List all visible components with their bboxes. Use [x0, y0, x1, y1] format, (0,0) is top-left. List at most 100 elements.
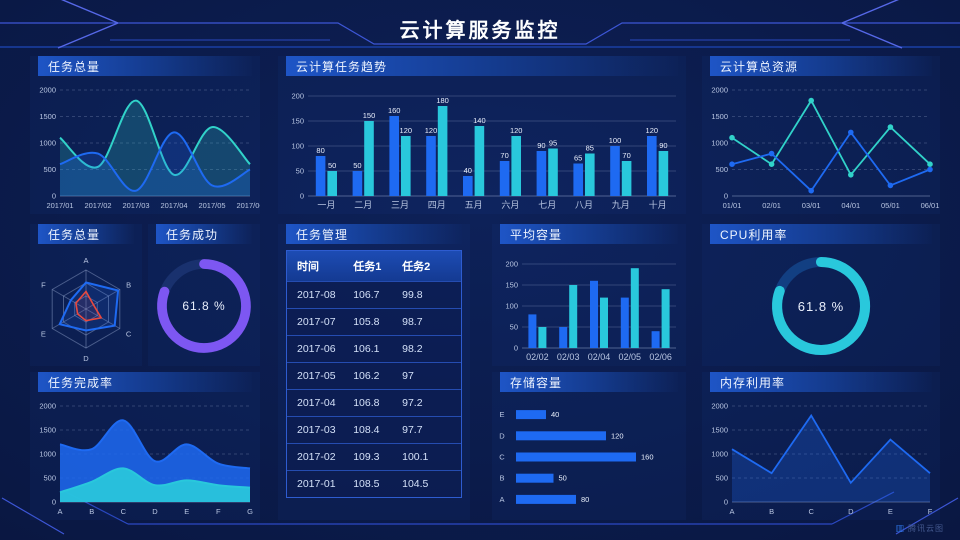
brand-watermark-text: 腾讯云图: [908, 524, 944, 533]
panel-title: 云计算总资源: [720, 59, 799, 74]
svg-text:D: D: [83, 354, 89, 363]
svg-text:70: 70: [622, 151, 630, 160]
table-cell: 98.7: [402, 316, 423, 328]
task-total-chart: 0 500 1000 1500 2000 2017/01 2017/02 2017/03 201…: [30, 80, 260, 212]
svg-text:02/05: 02/05: [619, 352, 642, 362]
panel-title: 平均容量: [510, 227, 563, 242]
svg-text:120: 120: [425, 126, 438, 135]
svg-text:A: A: [83, 256, 88, 265]
panel-header: 云计算总资源: [710, 56, 932, 76]
svg-text:06/01: 06/01: [921, 201, 940, 210]
svg-text:160: 160: [388, 106, 401, 115]
table-cell: 106.8: [353, 397, 380, 409]
table-header-cell: 任务2: [402, 261, 431, 273]
svg-text:85: 85: [586, 144, 594, 153]
table-cell: 2017-01: [297, 478, 336, 490]
svg-text:160: 160: [641, 453, 654, 462]
svg-text:六月: 六月: [501, 199, 519, 210]
svg-text:B: B: [126, 280, 131, 289]
svg-text:A: A: [499, 495, 504, 504]
svg-text:八月: 八月: [575, 200, 593, 210]
table-header-cell: 任务1: [353, 261, 382, 273]
svg-text:C: C: [126, 330, 132, 339]
svg-text:80: 80: [581, 495, 589, 504]
panel-cpu-usage: CPU利用率 61.8 %: [702, 224, 940, 366]
panel-storage-capacity: 存储容量 E 40 D 120 C 160 B 50 A 80: [492, 372, 686, 520]
svg-text:03/01: 03/01: [802, 201, 821, 210]
panel-task-success: 任务成功 61.8 %: [148, 224, 260, 366]
svg-text:120: 120: [510, 126, 523, 135]
panel-title: 内存利用率: [720, 375, 786, 390]
panel-header: 存储容量: [500, 372, 678, 392]
svg-text:120: 120: [646, 126, 659, 135]
table-row: 2017-02 109.3 100.1: [287, 443, 461, 470]
svg-text:50: 50: [328, 161, 336, 170]
svg-text:50: 50: [353, 161, 361, 170]
svg-text:2000: 2000: [711, 86, 728, 95]
table-row: 2017-05 106.2 97: [287, 362, 461, 389]
svg-text:1000: 1000: [39, 450, 56, 459]
svg-text:D: D: [152, 507, 158, 516]
svg-text:01/01: 01/01: [723, 201, 742, 210]
panel-title: CPU利用率: [720, 227, 788, 242]
svg-text:70: 70: [500, 151, 508, 160]
svg-text:2017/03: 2017/03: [122, 201, 149, 210]
svg-text:九月: 九月: [612, 200, 630, 210]
svg-text:50: 50: [559, 474, 567, 483]
svg-text:50: 50: [296, 167, 304, 176]
svg-text:200: 200: [291, 92, 304, 101]
svg-text:90: 90: [537, 141, 545, 150]
task-completion-chart: 0 500 1000 1500 2000 A B C D E F G: [30, 396, 260, 518]
panel-task-radar: 任务总量 A B C D E F: [30, 224, 142, 366]
table-cell: 2017-02: [297, 451, 336, 463]
svg-text:F: F: [216, 507, 221, 516]
svg-text:E: E: [184, 507, 189, 516]
svg-text:150: 150: [505, 281, 518, 290]
svg-text:A: A: [729, 507, 734, 516]
svg-text:05/01: 05/01: [881, 201, 900, 210]
table-cell: 98.2: [402, 343, 423, 355]
svg-text:1500: 1500: [39, 112, 56, 121]
svg-text:C: C: [499, 453, 505, 462]
panel-task-total: 任务总量 0 500 1000 1500 2000 2017/01 2017/02 2017/…: [30, 56, 260, 214]
svg-text:150: 150: [291, 117, 304, 126]
task-success-donut: [148, 248, 260, 364]
svg-text:02/06: 02/06: [649, 352, 672, 362]
svg-text:0: 0: [52, 192, 56, 201]
table-row: 2017-07 105.8 98.7: [287, 308, 461, 335]
svg-text:十月: 十月: [649, 199, 667, 210]
panel-header: CPU利用率: [710, 224, 932, 244]
task-table: 时间 任务1 任务2 2017-08 106.7 99.8 2017-07 105.8 98.7…: [286, 250, 462, 498]
svg-text:0: 0: [300, 192, 304, 201]
table-cell: 104.5: [402, 478, 429, 490]
table-cell: 108.4: [353, 424, 380, 436]
svg-text:500: 500: [715, 165, 728, 174]
svg-text:D: D: [499, 431, 505, 440]
svg-text:02/03: 02/03: [557, 352, 580, 362]
total-resources-chart: 0 500 1000 1500 2000 01/01 02/01 03/01 04/01 05/0…: [702, 80, 940, 212]
panel-total-resources: 云计算总资源 0 500 1000 1500 2000 01/01 02/01 03/01 04…: [702, 56, 940, 214]
svg-text:40: 40: [464, 166, 472, 175]
svg-text:200: 200: [505, 260, 518, 269]
svg-text:B: B: [89, 507, 94, 516]
table-cell: 2017-06: [297, 343, 336, 355]
table-row: 2017-01 108.5 104.5: [287, 470, 461, 497]
panel-header: 任务管理: [286, 224, 462, 244]
svg-text:1000: 1000: [711, 139, 728, 148]
svg-text:2017/01: 2017/01: [46, 201, 73, 210]
panel-title: 任务总量: [48, 59, 101, 74]
svg-text:140: 140: [473, 116, 486, 125]
svg-text:2017/04: 2017/04: [160, 201, 187, 210]
panel-header: 平均容量: [500, 224, 678, 244]
svg-text:B: B: [769, 507, 774, 516]
panel-task-management: 任务管理 时间 任务1 任务2 2017-08 106.7 99.8 2017-07 105.…: [278, 224, 470, 520]
svg-text:180: 180: [436, 96, 449, 105]
panel-title: 存储容量: [510, 375, 563, 390]
svg-text:五月: 五月: [465, 200, 483, 210]
table-cell: 97: [402, 370, 414, 382]
panel-title: 任务成功: [166, 227, 219, 242]
svg-text:500: 500: [715, 474, 728, 483]
svg-text:90: 90: [659, 141, 667, 150]
table-cell: 100.1: [402, 451, 429, 463]
